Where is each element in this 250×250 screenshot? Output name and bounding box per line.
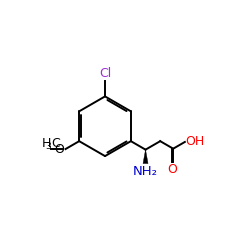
Text: O: O xyxy=(168,162,177,175)
Text: C: C xyxy=(52,137,60,150)
Polygon shape xyxy=(143,150,148,164)
Text: Cl: Cl xyxy=(99,67,111,80)
Text: O: O xyxy=(55,142,64,156)
Text: H: H xyxy=(41,137,51,150)
Text: 3: 3 xyxy=(45,142,51,151)
Text: OH: OH xyxy=(186,135,205,148)
Text: NH₂: NH₂ xyxy=(133,165,158,178)
